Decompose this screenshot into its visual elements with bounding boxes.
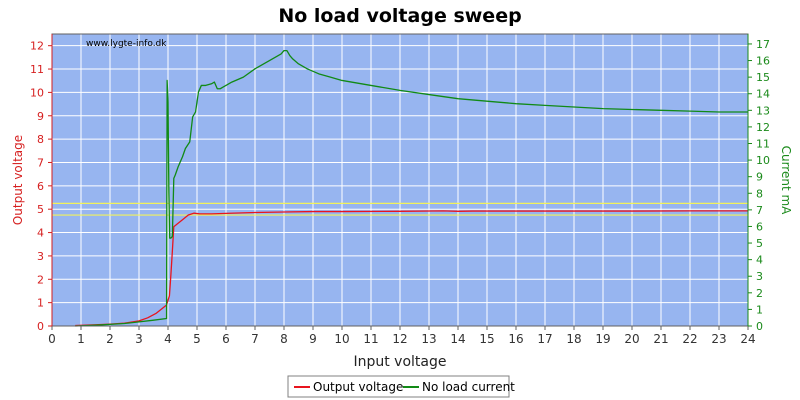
y-right-tick-label: 12 <box>756 121 770 134</box>
legend: Output voltage No load current <box>287 375 515 398</box>
x-tick-label: 18 <box>566 332 581 346</box>
y-right-tick-label: 5 <box>756 237 763 250</box>
y-left-tick-label: 1 <box>37 297 44 310</box>
grid <box>51 34 749 327</box>
x-tick-label: 8 <box>280 332 288 346</box>
y-right-tick-label: 4 <box>756 254 763 267</box>
legend-label-no-load-current: No load current <box>422 380 515 394</box>
y-axis-right-label: Current mA <box>779 146 793 216</box>
x-tick-label: 20 <box>624 332 639 346</box>
x-tick-label: 1 <box>77 332 85 346</box>
x-tick-label: 5 <box>193 332 201 346</box>
y-right-tick-label: 15 <box>756 71 770 84</box>
x-axis: 0 1 2 3 4 5 6 7 8 9 10 11 12 13 14 15 16 17 18 19 20 21 22 23 24 <box>48 326 756 346</box>
y-right-tick-label: 16 <box>756 55 770 68</box>
y-right-tick-label: 14 <box>756 88 770 101</box>
y-right-tick-label: 7 <box>756 204 763 217</box>
x-tick-label: 15 <box>479 332 494 346</box>
y-left-tick-label: 12 <box>30 40 44 53</box>
y-left-tick-label: 10 <box>30 86 44 99</box>
x-tick-label: 4 <box>164 332 172 346</box>
reference-lines <box>52 202 748 216</box>
y-left-tick-label: 6 <box>37 180 44 193</box>
y-left-tick-label: 3 <box>37 250 44 263</box>
chart-title: No load voltage sweep <box>278 5 521 27</box>
x-tick-label: 3 <box>135 332 143 346</box>
x-tick-label: 17 <box>537 332 552 346</box>
y-right-tick-label: 13 <box>756 104 770 117</box>
y-left-tick-label: 11 <box>30 63 44 76</box>
x-tick-label: 13 <box>421 332 436 346</box>
legend-label-output-voltage: Output voltage <box>313 380 403 394</box>
x-tick-label: 14 <box>450 332 465 346</box>
x-tick-label: 16 <box>508 332 523 346</box>
y-left-tick-label: 7 <box>37 156 44 169</box>
y-right-tick-label: 1 <box>756 303 763 316</box>
x-tick-label: 24 <box>740 332 755 346</box>
x-tick-label: 10 <box>334 332 349 346</box>
y-left-tick-label: 0 <box>37 320 44 333</box>
y-left-tick-label: 5 <box>37 203 44 216</box>
legend-box <box>287 375 510 398</box>
x-axis-label: Input voltage <box>353 354 446 370</box>
output-voltage-line <box>75 210 748 327</box>
y-right-tick-label: 8 <box>756 187 763 200</box>
y-right-tick-label: 9 <box>756 171 763 184</box>
x-tick-label: 11 <box>363 332 378 346</box>
x-tick-label: 12 <box>392 332 407 346</box>
y-left-tick-label: 9 <box>37 110 44 123</box>
x-tick-label: 7 <box>251 332 259 346</box>
x-tick-label: 0 <box>48 332 56 346</box>
y-right-tick-label: 10 <box>756 154 770 167</box>
y-right-tick-label: 17 <box>756 38 770 51</box>
y-left-tick-label: 8 <box>37 133 44 146</box>
y-axis-left-label: Output voltage <box>11 135 25 225</box>
x-tick-label: 22 <box>682 332 697 346</box>
y-right-tick-label: 3 <box>756 270 763 283</box>
x-tick-label: 9 <box>309 332 317 346</box>
x-tick-label: 21 <box>653 332 668 346</box>
y-left-tick-label: 2 <box>37 273 44 286</box>
x-tick-label: 23 <box>711 332 726 346</box>
y-right-tick-label: 0 <box>756 320 763 333</box>
series-layer <box>75 49 748 327</box>
y-right-tick-label: 11 <box>756 138 770 151</box>
y-right-tick-label: 6 <box>756 220 763 233</box>
x-tick-label: 6 <box>222 332 230 346</box>
x-tick-label: 19 <box>595 332 610 346</box>
y-left-tick-label: 4 <box>37 227 44 240</box>
x-tick-label: 2 <box>106 332 114 346</box>
y-right-tick-label: 2 <box>756 287 763 300</box>
watermark: www.lygte-info.dk <box>86 39 167 49</box>
no-load-current-line <box>75 49 748 327</box>
